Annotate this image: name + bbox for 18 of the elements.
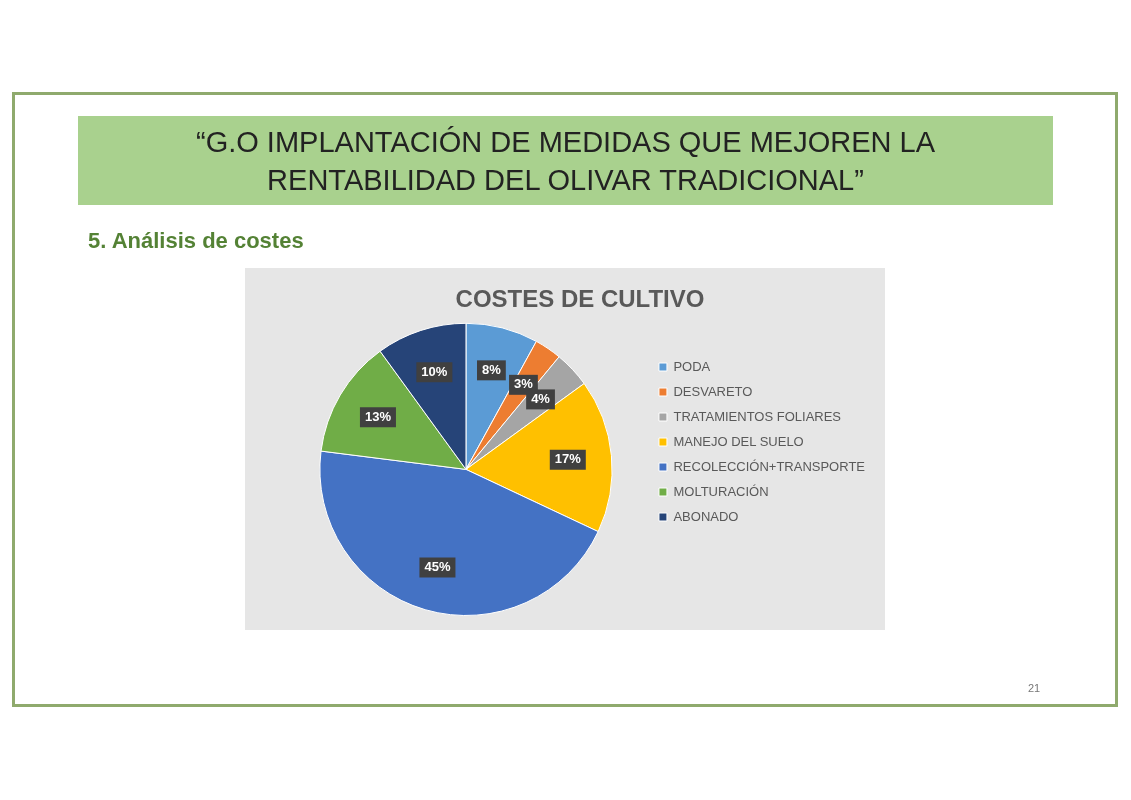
text: “G.O IMPLANTACIÓN DE MEDIDAS QUE MEJOREN LA RENTABILIDAD DEL OLIVAR TRADICIONAL”	[78, 116, 1053, 205]
data-label: 8%	[482, 361, 502, 377]
legend-label: ABONADO	[673, 508, 739, 524]
legend-label: RECOLECCIÓN+TRANSPORTE	[673, 458, 866, 474]
data-label: 17%	[554, 451, 582, 467]
text: 5. Análisis de costes	[88, 228, 304, 254]
data-label: 3%	[514, 376, 534, 392]
legend-label: MOLTURACIÓN	[673, 483, 769, 499]
legend-label: PODA	[673, 358, 711, 374]
chart-title: COSTES DE CULTIVO	[455, 285, 705, 313]
legend-label: DESVARETO	[673, 383, 753, 399]
data-label: 4%	[531, 390, 551, 406]
text: 21	[1028, 682, 1041, 694]
data-label: 45%	[424, 559, 451, 575]
data-label: 13%	[364, 408, 392, 424]
legend-label: TRATAMIENTOS FOLIARES	[673, 408, 842, 424]
legend-label: MANEJO DEL SUELO	[673, 433, 804, 449]
data-label: 10%	[421, 363, 448, 379]
